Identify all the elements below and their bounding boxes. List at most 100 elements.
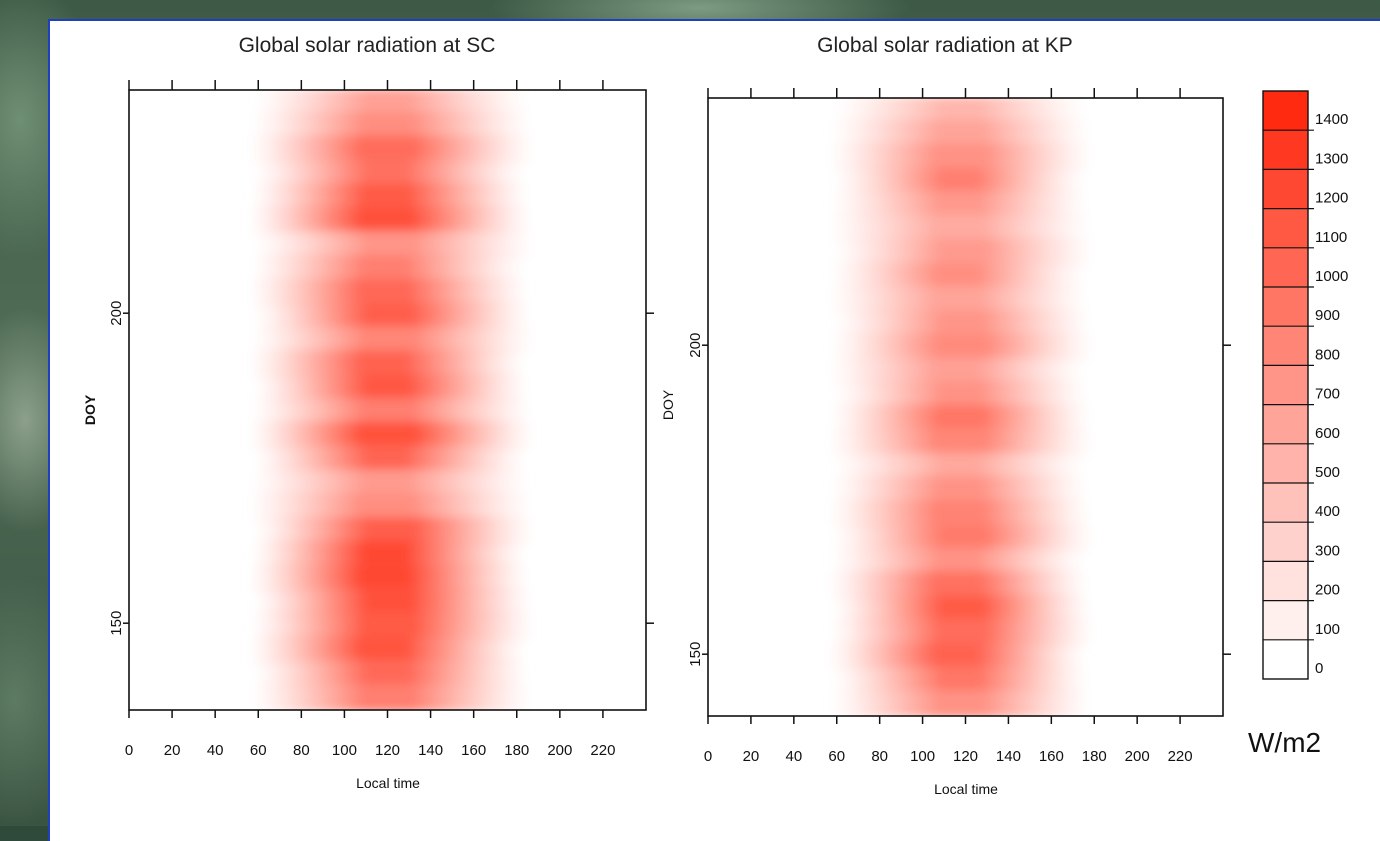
heat-band-24 [934,666,988,695]
x-tick-label: 80 [871,748,888,765]
colorbar-swatch-9 [1263,287,1308,327]
x-tick-label: 220 [1168,748,1193,765]
heat-band-17 [354,493,420,522]
heat-band-10 [357,326,423,355]
heat-band-7 [931,262,985,291]
heat-band-4 [357,183,417,212]
colorbar-swatch-4 [1263,483,1308,523]
x-tick-label: 0 [125,742,133,759]
heat-band-18 [360,517,423,546]
x-tick-label: 180 [1082,748,1107,765]
colorbar-label: 800 [1315,346,1340,363]
heat-band-3 [360,159,414,188]
kp-heatmap-area [835,98,1087,716]
sc-y-axis-label: DOY [82,394,98,425]
heat-band-23 [928,642,985,671]
colorbar-unit: W/m2 [1248,727,1321,758]
heat-band-0 [934,98,988,124]
colorbar-label: 700 [1315,386,1340,403]
heat-band-2 [928,143,994,172]
kp-x-axis: 0 20 40 60 80 100 120 140 160 180 200 220 [704,88,1193,765]
x-tick-label: 80 [293,742,310,759]
heat-band-17 [928,500,991,528]
heat-band-22 [931,618,994,647]
colorbar-label: 200 [1315,582,1340,599]
heat-band-19 [931,547,985,576]
x-tick-label: 220 [590,742,615,759]
heat-band-15 [360,445,414,474]
heat-band-7 [357,254,414,283]
x-tick-label: 120 [375,742,400,759]
heat-band-18 [934,523,994,552]
heat-band-19 [357,541,414,569]
x-tick-label: 200 [1125,748,1150,765]
x-tick-label: 60 [828,748,845,765]
colorbar-label: 600 [1315,425,1340,442]
heat-band-9 [934,309,991,338]
heat-band-2 [354,135,423,164]
heat-band-15 [934,452,985,481]
x-tick-label: 100 [910,748,935,765]
sc-heatmap-area [256,90,526,710]
sc-title: Global solar radiation at SC [239,34,496,57]
colorbar-swatch-6 [1263,404,1308,444]
kp-title: Global solar radiation at KP [817,34,1073,57]
colorbar-swatch-1 [1263,600,1308,640]
colorbar-label: 1300 [1315,150,1348,167]
kp-y-axis-label: DOY [660,389,676,420]
x-tick-label: 200 [547,742,572,759]
colorbar-label: 400 [1315,503,1340,520]
heat-band-8 [354,278,417,307]
heat-band-10 [931,333,994,362]
x-tick-label: 40 [207,742,224,759]
sc-x-axis: 0 20 40 60 80 100 120 140 160 180 200 220 [125,80,615,759]
heat-band-0 [360,90,417,116]
heat-band-4 [931,191,988,219]
x-tick-label: 20 [743,748,760,765]
heat-band-5 [928,214,991,243]
heat-band-25 [357,684,420,710]
colorbar-swatch-13 [1263,130,1308,170]
colorbar-label: 100 [1315,621,1340,638]
x-tick-label: 180 [504,742,529,759]
colorbar-label: 1100 [1315,229,1347,246]
colorbar-swatch-14 [1263,91,1308,131]
colorbar-label: 900 [1315,307,1340,324]
y-tick-label: 200 [108,301,125,326]
heat-band-6 [934,238,994,267]
heat-band-24 [360,660,417,689]
heat-band-8 [928,286,988,314]
colorbar-swatch-10 [1263,247,1308,287]
heat-band-3 [934,167,985,196]
colorbar-swatch-8 [1263,326,1308,366]
heat-band-9 [360,302,420,331]
x-tick-label: 160 [1039,748,1064,765]
x-tick-label: 140 [996,748,1021,765]
heat-band-14 [928,428,994,457]
colorbar-swatch-11 [1263,208,1308,248]
colorbar-swatch-2 [1263,561,1308,601]
colorbar-label: 500 [1315,464,1340,481]
colorbar-label: 300 [1315,542,1340,559]
heat-band-25 [931,690,991,716]
x-tick-label: 60 [250,742,267,759]
heat-band-1 [357,111,420,140]
heat-band-16 [931,476,988,505]
colorbar-swatch-7 [1263,365,1308,405]
colorbar-swatch-0 [1263,639,1308,679]
heat-band-20 [928,571,988,600]
x-tick-label: 20 [164,742,181,759]
x-tick-label: 40 [785,748,802,765]
x-tick-label: 140 [418,742,443,759]
colorbar-label: 1400 [1315,111,1348,128]
heat-band-11 [928,357,985,386]
x-tick-label: 0 [704,748,712,765]
heat-band-13 [357,398,420,426]
y-tick-label: 200 [687,333,704,358]
heat-band-20 [354,564,417,593]
colorbar-label: 0 [1315,660,1323,677]
y-tick-label: 150 [687,642,704,667]
heat-band-1 [931,119,991,148]
colorbar-label: 1000 [1315,268,1348,285]
